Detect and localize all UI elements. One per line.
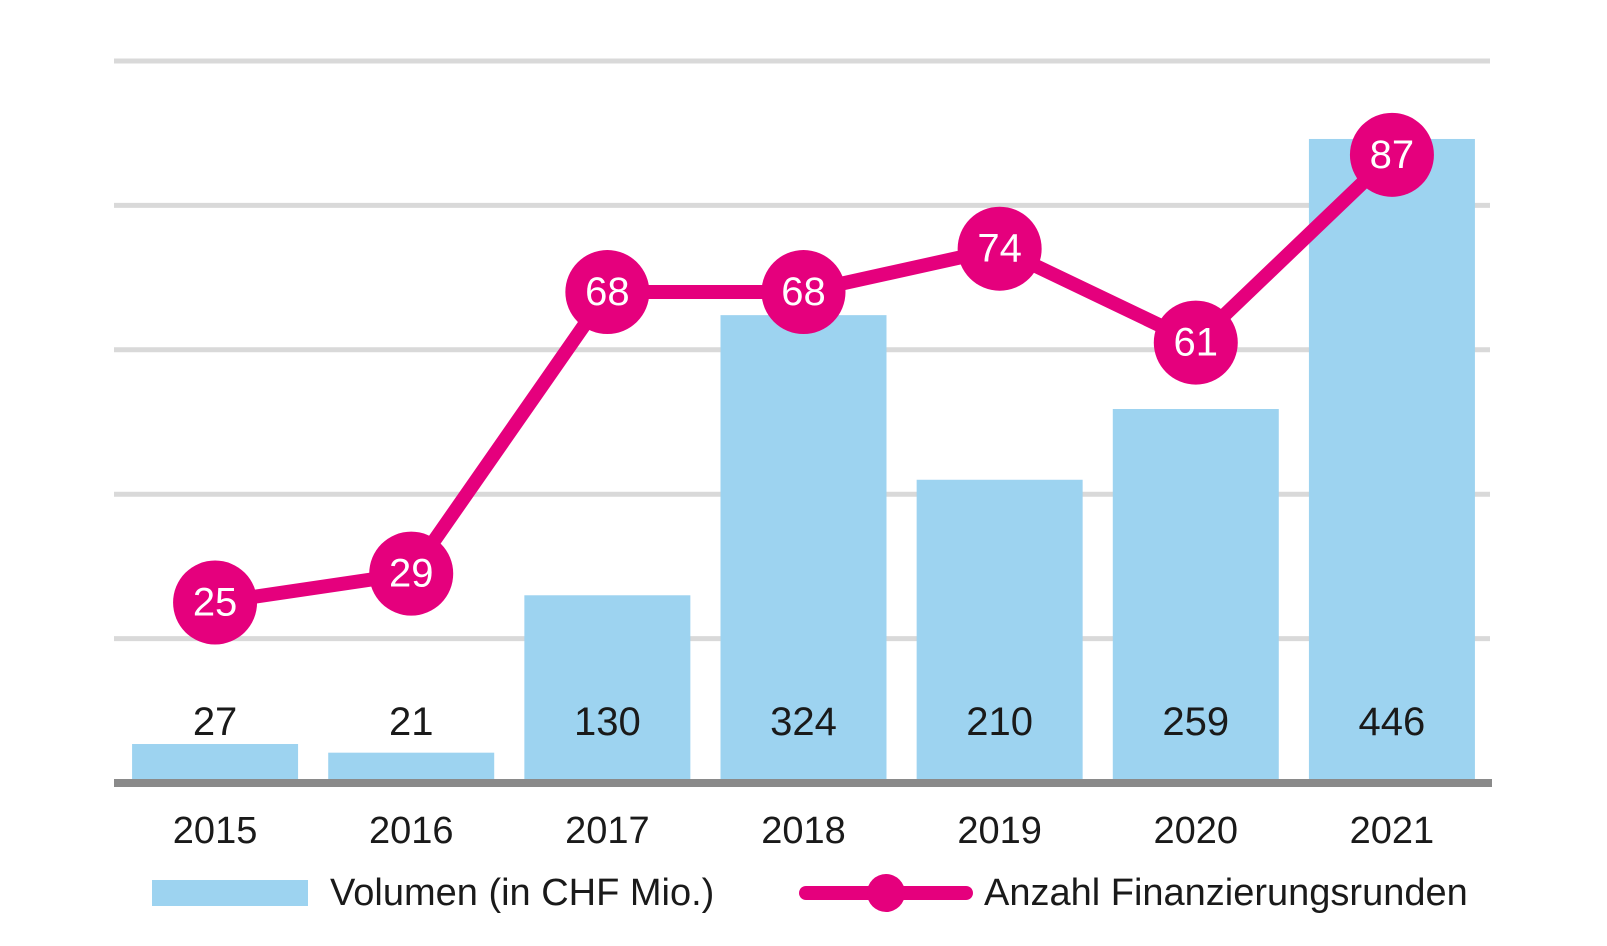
- rounds-marker: [957, 206, 1042, 291]
- volume-bar: [1112, 409, 1279, 783]
- x-axis-label: 2020: [1154, 810, 1239, 852]
- marker-value-label: 61: [1174, 321, 1219, 365]
- rounds-marker: [1349, 112, 1434, 197]
- marker-value-label: 87: [1370, 133, 1415, 177]
- volume-bar: [720, 315, 887, 783]
- bar-value-label: 21: [389, 700, 434, 744]
- marker-value-label: 29: [389, 552, 434, 596]
- x-axis-label: 2017: [565, 810, 650, 852]
- marker-value-label: 74: [977, 227, 1022, 271]
- bar-value-label: 130: [574, 700, 641, 744]
- volume-bar: [132, 744, 299, 783]
- rounds-marker: [565, 250, 650, 335]
- marker-value-label: 68: [781, 270, 826, 314]
- x-axis-label: 2015: [173, 810, 258, 852]
- rounds-marker: [1153, 300, 1238, 385]
- volume-bar: [916, 479, 1083, 783]
- bar-value-label: 259: [1162, 700, 1229, 744]
- bar-value-label: 446: [1359, 700, 1426, 744]
- volume-bar: [328, 752, 495, 783]
- marker-value-label: 68: [585, 270, 630, 314]
- rounds-marker: [369, 531, 454, 616]
- bar-value-label: 324: [770, 700, 837, 744]
- volume-bar: [524, 595, 691, 783]
- bar-value-label: 27: [193, 700, 238, 744]
- x-axis-label: 2019: [957, 810, 1042, 852]
- rounds-marker: [173, 560, 258, 645]
- x-axis-label: 2021: [1350, 810, 1435, 852]
- volume-bar: [1308, 138, 1475, 783]
- rounds-marker: [761, 250, 846, 335]
- x-axis-label: 2018: [761, 810, 846, 852]
- x-axis-label: 2016: [369, 810, 454, 852]
- bar-value-label: 210: [966, 700, 1033, 744]
- marker-value-label: 25: [193, 581, 238, 625]
